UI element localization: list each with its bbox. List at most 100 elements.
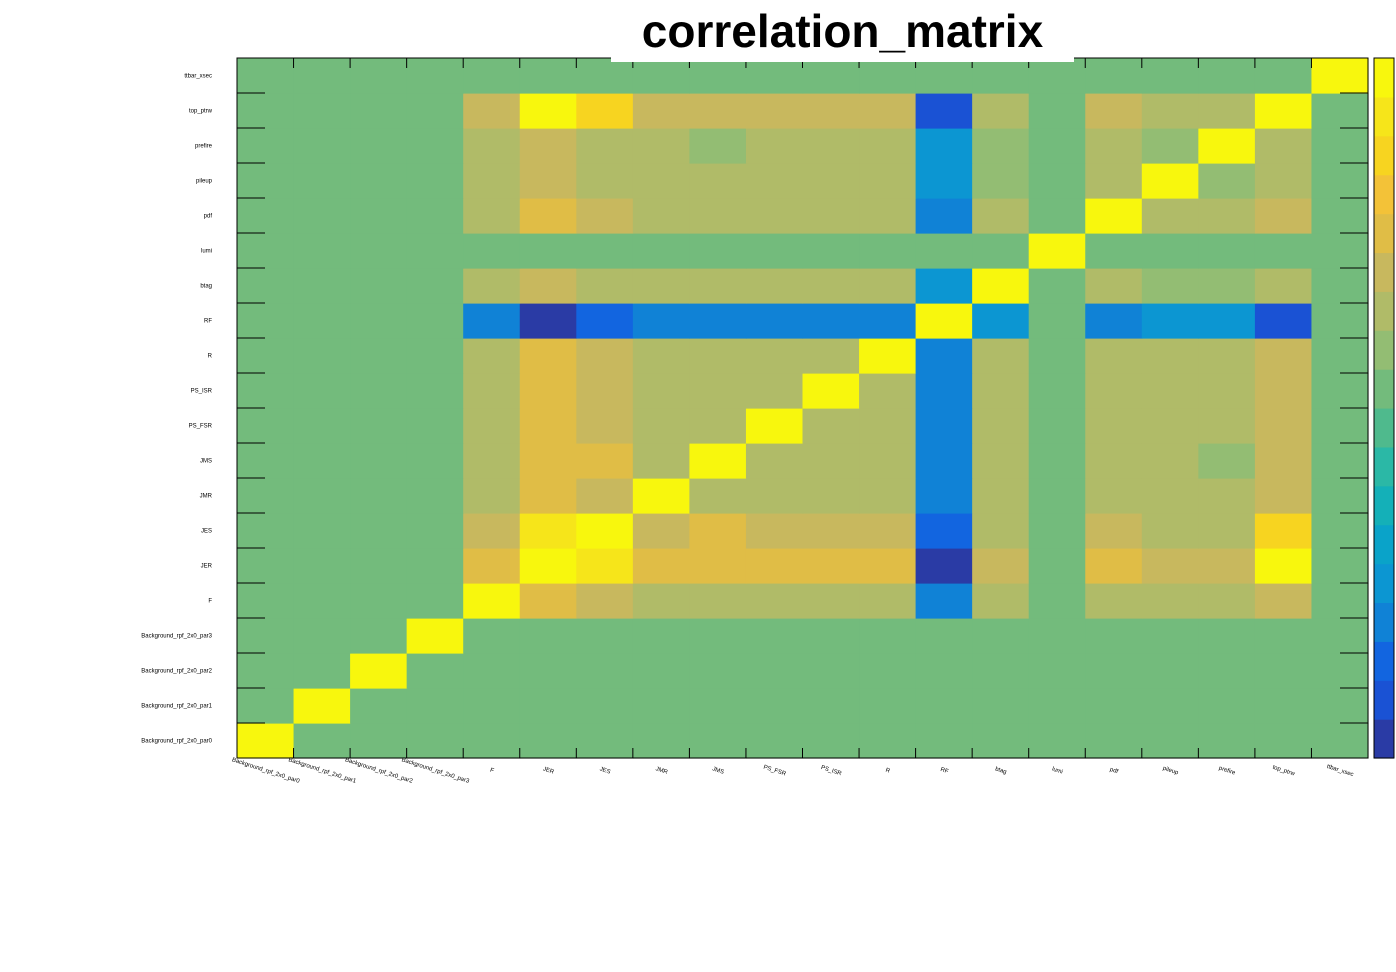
heatmap-cell xyxy=(859,163,917,199)
heatmap-cell xyxy=(745,443,804,479)
y-tick-label: PS_FSR xyxy=(189,424,213,430)
heatmap-cell xyxy=(1311,408,1369,444)
heatmap-cell xyxy=(519,443,577,479)
heatmap-cell xyxy=(1254,58,1313,94)
heatmap-cell xyxy=(1198,478,1256,514)
x-tick-label: F xyxy=(489,768,495,775)
heatmap-cell xyxy=(972,618,1030,654)
heatmap-cell xyxy=(1254,583,1313,619)
heatmap-cell xyxy=(689,723,747,759)
heatmap-cell xyxy=(915,408,973,444)
heatmap-cell xyxy=(689,338,747,374)
heatmap-cell xyxy=(1141,373,1199,409)
heatmap-cell xyxy=(689,58,747,94)
heatmap-cell xyxy=(915,513,973,549)
heatmap-cell xyxy=(1254,338,1313,374)
color-bar-segment xyxy=(1374,96,1394,137)
color-bar-segment xyxy=(1374,641,1394,681)
y-tick-label: JES xyxy=(201,529,212,535)
heatmap-cell xyxy=(1141,303,1199,339)
heatmap-cell xyxy=(350,618,408,654)
heatmap-cell xyxy=(915,93,973,129)
heatmap-cell xyxy=(519,198,577,234)
heatmap-cell xyxy=(1254,443,1313,479)
heatmap-cell xyxy=(1141,443,1199,479)
heatmap-cell xyxy=(1085,443,1143,479)
heatmap-cell xyxy=(237,373,295,409)
heatmap-cell xyxy=(237,408,295,444)
heatmap-cell xyxy=(1028,443,1086,479)
heatmap-cell xyxy=(915,373,973,409)
heatmap-cell xyxy=(350,548,408,584)
heatmap-cell xyxy=(859,688,917,724)
color-bar-segment xyxy=(1374,719,1394,759)
heatmap-cell xyxy=(1085,548,1143,584)
heatmap-cell xyxy=(1141,688,1199,724)
y-tick-label: JMS xyxy=(200,459,212,465)
heatmap-cell xyxy=(576,688,634,724)
y-tick-label: top_ptrw xyxy=(189,109,213,115)
heatmap-cell xyxy=(1311,163,1369,199)
heatmap-cell xyxy=(972,583,1030,619)
heatmap-cell xyxy=(915,58,973,94)
heatmap-cell xyxy=(1141,58,1199,94)
heatmap-cell xyxy=(237,338,295,374)
heatmap-cell xyxy=(802,408,860,444)
heatmap-cell xyxy=(632,373,690,409)
heatmap-cell xyxy=(406,128,464,164)
heatmap-cell xyxy=(632,268,690,304)
y-tick-label: R xyxy=(208,354,213,360)
heatmap-cell xyxy=(1198,163,1256,199)
heatmap-cell xyxy=(237,653,295,689)
heatmap-cell xyxy=(519,58,577,94)
heatmap-cell xyxy=(632,443,690,479)
heatmap-cell xyxy=(406,408,464,444)
heatmap-cell xyxy=(1028,653,1086,689)
heatmap-cell xyxy=(632,723,690,759)
heatmap-cell xyxy=(293,723,351,759)
heatmap-cell xyxy=(463,93,521,129)
heatmap-cell xyxy=(972,93,1030,129)
heatmap-cell xyxy=(745,513,804,549)
heatmap-cell xyxy=(802,478,860,514)
heatmap-cell xyxy=(1254,128,1313,164)
heatmap-cell xyxy=(463,268,521,304)
heatmap-cell xyxy=(632,163,690,199)
heatmap-cell xyxy=(350,303,408,339)
x-tick-label: JES xyxy=(599,766,611,775)
x-tick-label: RF xyxy=(939,767,949,775)
heatmap-cell xyxy=(237,583,295,619)
heatmap-cell xyxy=(972,58,1030,94)
heatmap-cell xyxy=(463,373,521,409)
heatmap-cell xyxy=(1254,618,1313,654)
heatmap-cell xyxy=(972,548,1030,584)
heatmap-cell xyxy=(293,443,351,479)
heatmap-cell xyxy=(1198,513,1256,549)
heatmap-cell xyxy=(1085,618,1143,654)
heatmap-cell xyxy=(632,58,690,94)
heatmap-cell xyxy=(689,268,747,304)
heatmap-cell xyxy=(406,58,464,94)
heatmap-cell xyxy=(1311,443,1369,479)
heatmap-cell xyxy=(632,548,690,584)
heatmap-cell xyxy=(463,583,521,619)
heatmap-cell xyxy=(1141,653,1199,689)
heatmap-cell xyxy=(293,618,351,654)
heatmap-cell xyxy=(802,443,860,479)
heatmap-cell xyxy=(237,478,295,514)
heatmap-cell xyxy=(1254,408,1313,444)
heatmap-cell xyxy=(406,93,464,129)
x-tick-label: JMR xyxy=(655,766,669,776)
heatmap-cell xyxy=(972,443,1030,479)
heatmap-cell xyxy=(293,163,351,199)
color-bar-segment xyxy=(1374,408,1394,448)
heatmap-cell xyxy=(802,93,860,129)
heatmap-cell xyxy=(1085,408,1143,444)
heatmap-cell xyxy=(632,93,690,129)
heatmap-cell xyxy=(915,443,973,479)
heatmap-cell xyxy=(406,338,464,374)
heatmap-cell xyxy=(1311,723,1369,759)
heatmap-cell xyxy=(915,548,973,584)
heatmap-cell xyxy=(463,58,521,94)
heatmap-cell xyxy=(293,583,351,619)
